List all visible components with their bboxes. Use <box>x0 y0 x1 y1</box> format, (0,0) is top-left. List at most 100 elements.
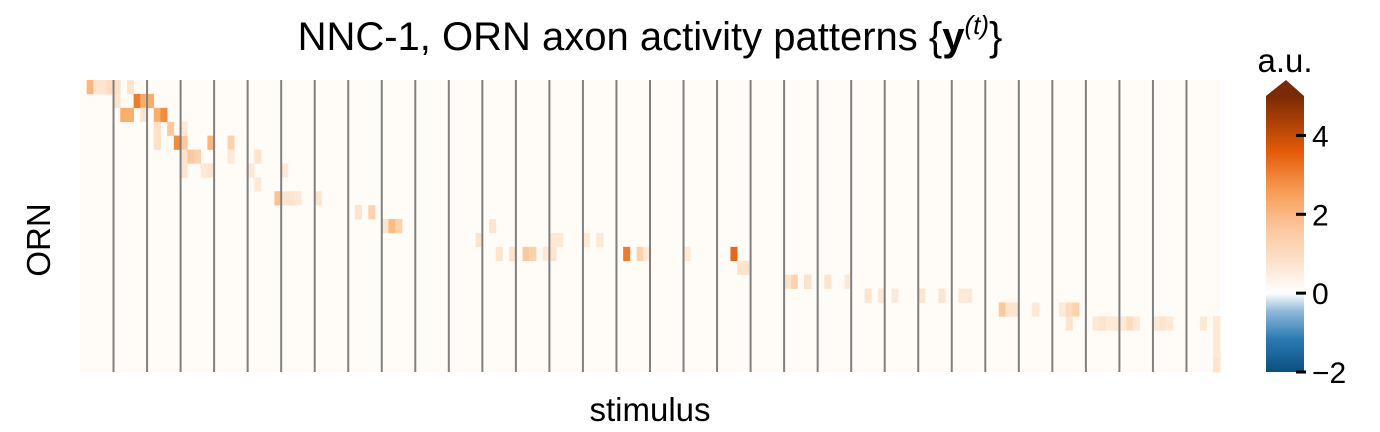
heatmap-cell <box>1119 316 1127 331</box>
heatmap-cell <box>804 274 812 289</box>
heatmap-cell <box>180 163 188 178</box>
colorbar-ticks: 4 2 0 −2 <box>1296 120 1346 390</box>
heatmap-cell <box>207 163 215 178</box>
heatmap-cell <box>475 232 483 248</box>
heatmap-cell <box>1032 302 1040 317</box>
heatmap-cell <box>582 232 590 248</box>
heatmap-cell <box>126 107 134 123</box>
heatmap-cell <box>1213 344 1221 359</box>
colorbar-label: a.u. <box>1257 42 1312 79</box>
heatmap-cell <box>1152 316 1160 331</box>
heatmap-cell <box>1213 358 1221 373</box>
heatmap-cell <box>227 149 235 164</box>
heatmap-cell <box>864 288 872 303</box>
heatmap-cell <box>1092 316 1100 331</box>
heatmap-cell <box>140 93 148 109</box>
heatmap-cell <box>113 93 121 109</box>
heatmap-cell <box>542 246 550 262</box>
heatmap-cell <box>281 163 289 178</box>
title-math-open: { <box>929 15 942 59</box>
heatmap-cell <box>247 163 255 178</box>
heatmap-cell <box>281 191 289 206</box>
heatmap-cell <box>287 191 295 206</box>
heatmap-cell <box>1213 316 1221 331</box>
colorbar-tick-label: 4 <box>1312 120 1329 153</box>
heatmap-cell <box>86 80 94 95</box>
heatmap-cell <box>133 93 141 109</box>
heatmap-cell <box>824 274 832 289</box>
heatmap-cell <box>207 135 215 150</box>
heatmap-cell <box>1166 316 1174 331</box>
colorbar-gradient <box>1266 96 1304 372</box>
heatmap-cell <box>368 205 376 220</box>
heatmap-cell <box>1112 316 1120 331</box>
heatmap-cell <box>187 149 195 164</box>
heatmap-cell <box>354 205 362 220</box>
heatmap-cell <box>1213 330 1221 345</box>
chart-title: NNC-1, ORN axon activity patterns {y(t)} <box>298 10 1003 59</box>
heatmap-cell <box>549 232 557 248</box>
heatmap-cell <box>489 219 497 234</box>
heatmap-cell <box>388 219 396 234</box>
chart-title-main: NNC-1, ORN axon activity patterns <box>298 15 929 59</box>
heatmap-cell <box>140 107 148 123</box>
heatmap-cell <box>153 107 161 123</box>
title-math-sup: (t) <box>965 10 990 40</box>
heatmap-cell <box>106 80 114 95</box>
x-axis-label: stimulus <box>589 391 710 428</box>
heatmap-cell <box>596 232 604 248</box>
heatmap-cell <box>147 93 155 109</box>
heatmap-cell <box>529 246 537 262</box>
heatmap-cell <box>200 163 208 178</box>
heatmap-cell <box>730 246 738 262</box>
colorbar-tick-label: 2 <box>1312 199 1329 232</box>
heatmap-cell <box>918 288 926 303</box>
heatmap-cell <box>958 288 966 303</box>
heatmap-cell <box>113 80 121 95</box>
heatmap-cell <box>1106 316 1114 331</box>
heatmap-cell <box>643 246 651 262</box>
heatmap-cell <box>790 274 798 289</box>
y-axis-label: ORN <box>20 203 57 276</box>
heatmap-cell <box>784 274 792 289</box>
colorbar-tick-label: 0 <box>1312 278 1329 311</box>
heatmap-cell <box>1065 316 1073 331</box>
heatmap-cell <box>126 80 134 95</box>
heatmap-cell <box>495 246 503 262</box>
heatmap-cell <box>173 135 181 150</box>
heatmap-cell <box>965 288 973 303</box>
heatmap-cell <box>998 302 1006 317</box>
heatmap-cell <box>194 149 202 164</box>
heatmap-cell <box>1012 302 1020 317</box>
title-math-close: } <box>989 15 1002 59</box>
heatmap-cell <box>167 121 175 136</box>
heatmap-cell <box>743 260 751 275</box>
colorbar: a.u. 4 2 0 −2 <box>1257 42 1346 390</box>
heatmap-cell <box>381 219 389 234</box>
heatmap-cell <box>1199 316 1207 331</box>
heatmap-cell <box>180 135 188 150</box>
heatmap-cell <box>556 232 564 248</box>
heatmap-cell <box>938 288 946 303</box>
heatmap-cell <box>153 135 161 150</box>
heatmap-cell <box>549 246 557 262</box>
heatmap-cell <box>891 288 899 303</box>
heatmap-cell <box>120 107 128 123</box>
colorbar-extend-arrow <box>1266 80 1304 96</box>
heatmap-cell <box>1005 302 1013 317</box>
colorbar-tick-label: −2 <box>1312 357 1346 390</box>
heatmap-cell <box>1126 316 1134 331</box>
heatmap-cell <box>180 121 188 136</box>
heatmap-cell <box>274 191 282 206</box>
heatmap-cell <box>1099 316 1107 331</box>
title-math-bold: y <box>942 15 965 59</box>
heatmap-cell <box>100 80 108 95</box>
heatmap-cell <box>1159 316 1167 331</box>
heatmap-cell <box>153 121 161 136</box>
heatmap-cell <box>623 246 631 262</box>
heatmap-cell <box>878 288 886 303</box>
heatmap-cell <box>314 191 322 206</box>
heatmap-cell <box>160 107 168 123</box>
heatmap-cell <box>395 219 403 234</box>
